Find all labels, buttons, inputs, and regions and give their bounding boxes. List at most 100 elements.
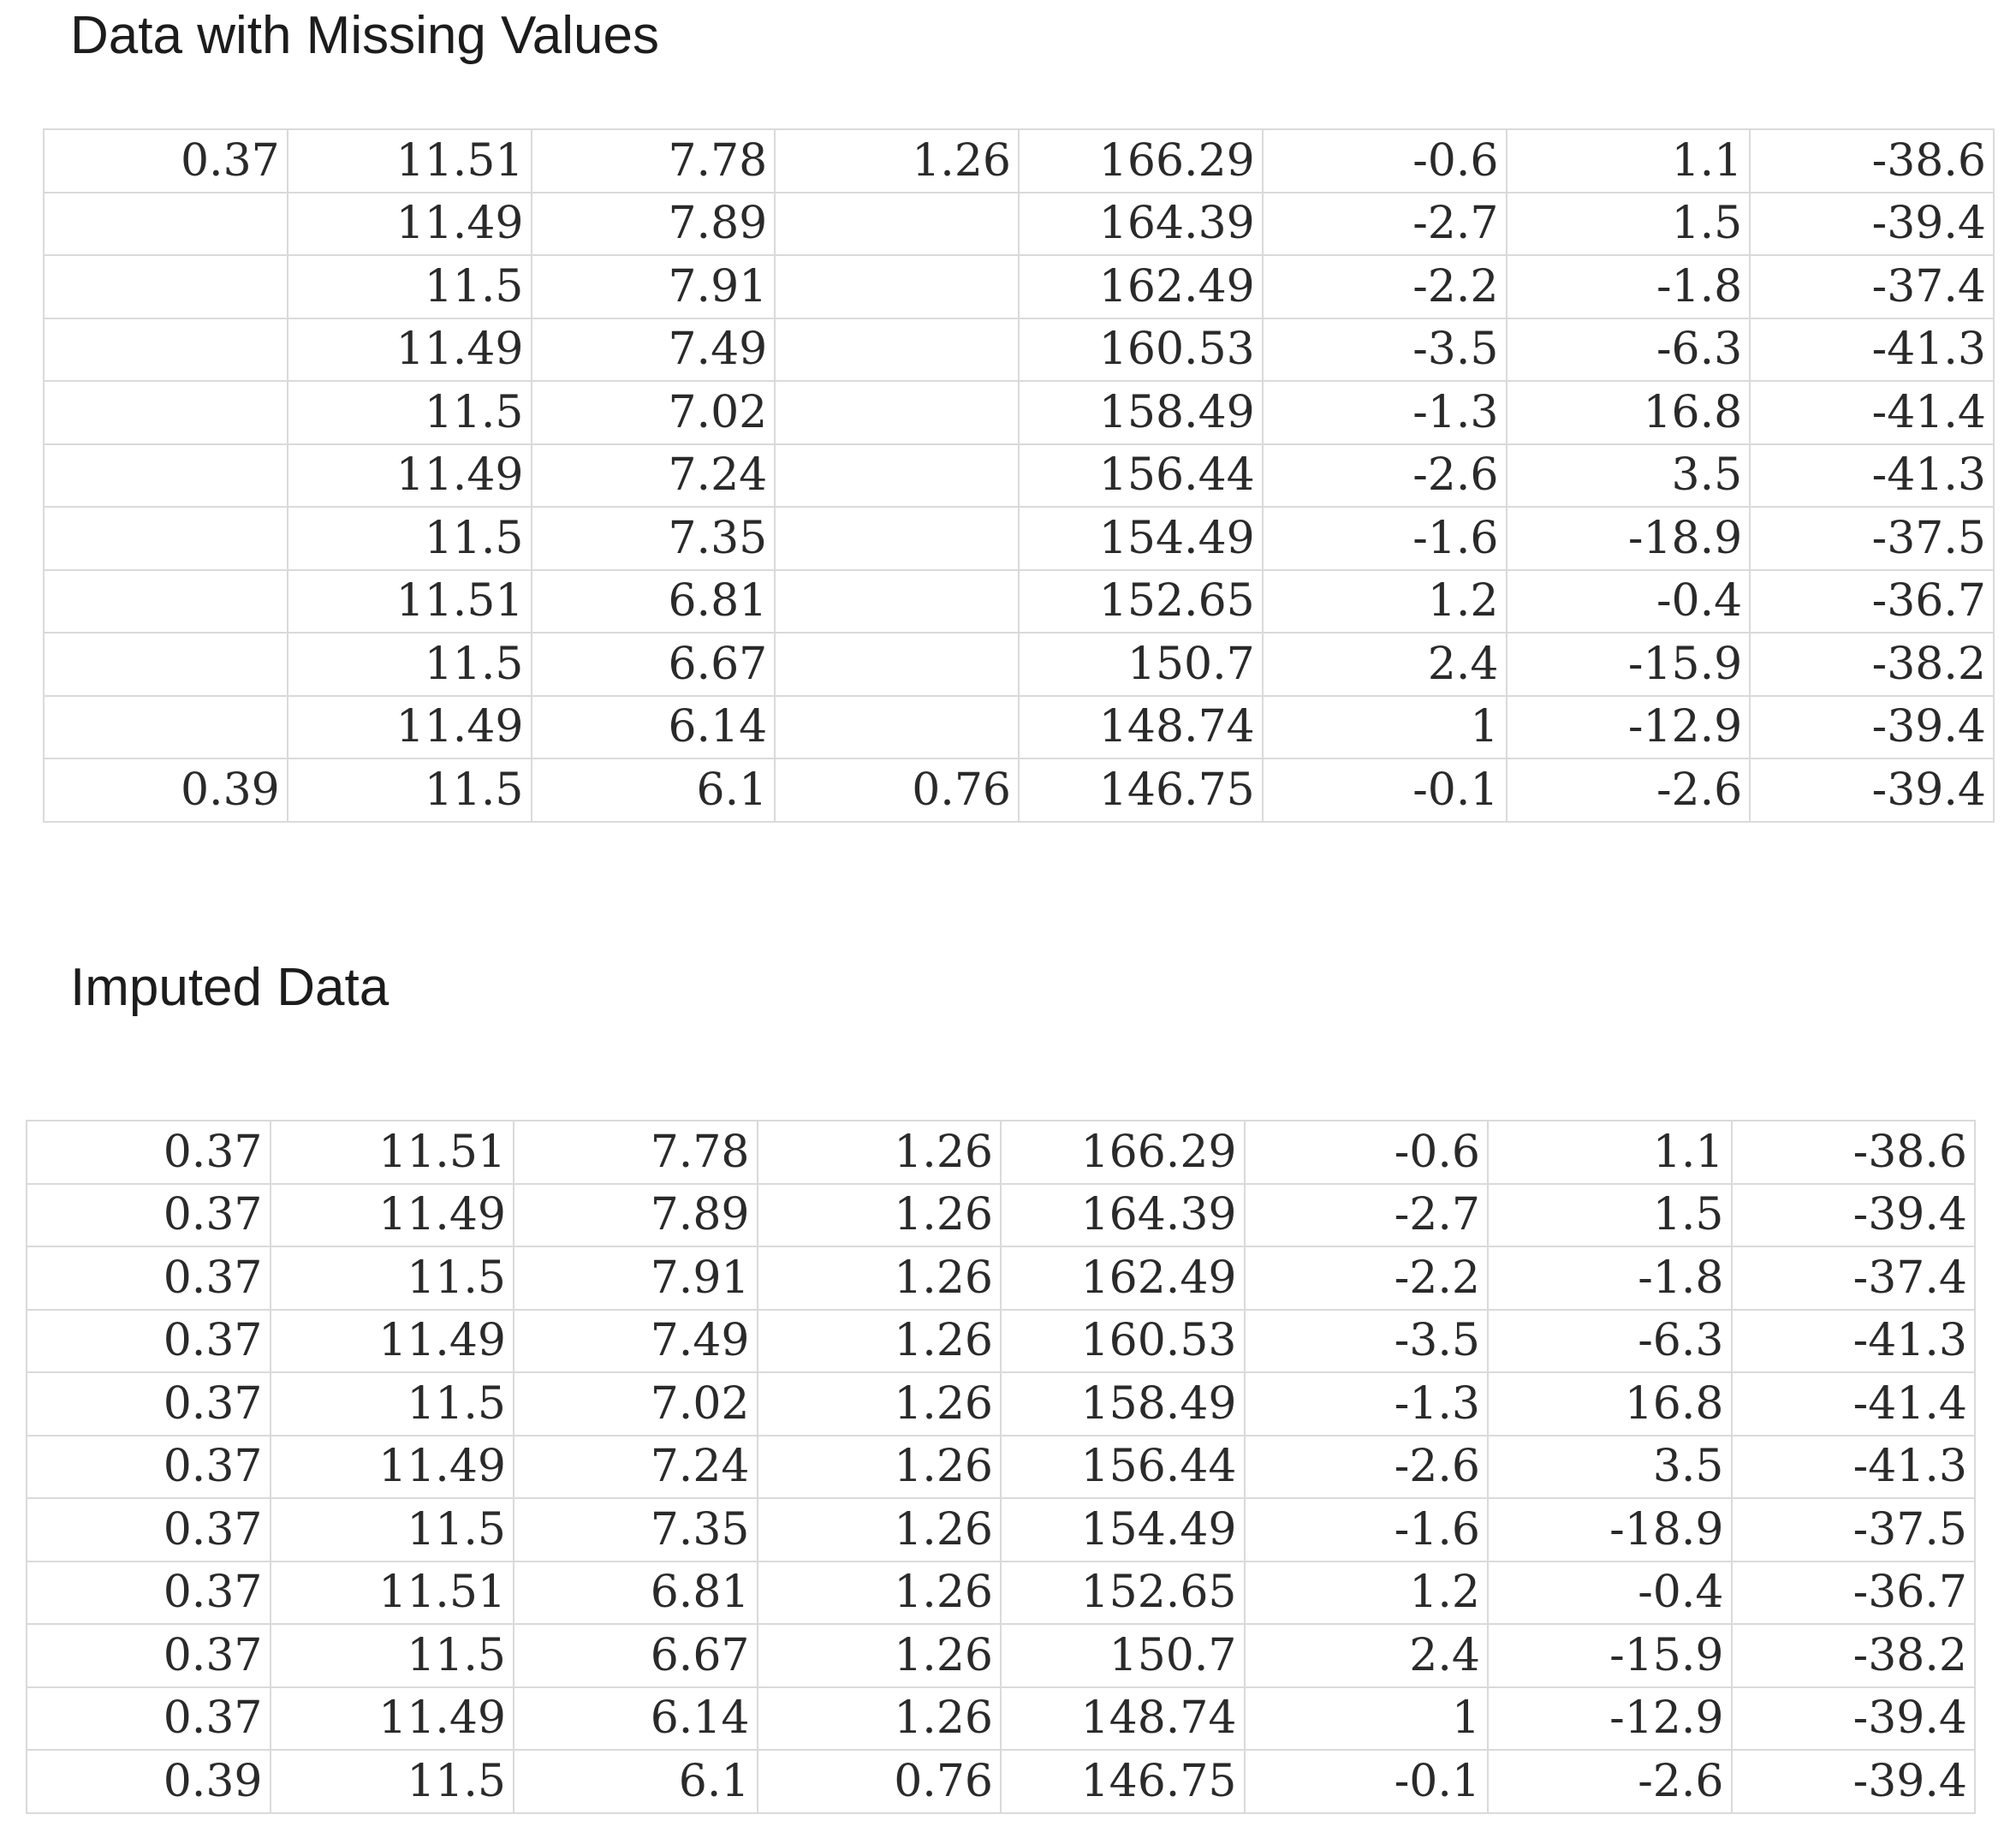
table-row: 11.49 6.14 148.74 1 -12.9 -39.4 [43, 694, 1995, 759]
table-cell: 7.89 [530, 191, 776, 256]
table-cell: -0.1 [1261, 758, 1508, 823]
table-cell: -2.6 [1243, 1434, 1489, 1499]
table-cell: -2.6 [1505, 758, 1751, 823]
table-cell [43, 506, 288, 571]
table-cell: 11.49 [269, 1434, 514, 1499]
table-cell [43, 254, 288, 319]
table-cell: 162.49 [1018, 254, 1264, 319]
table-cell: -2.6 [1487, 1749, 1733, 1814]
table-cell [774, 694, 1020, 759]
table-cell: 160.53 [1018, 317, 1264, 382]
imputed-data-title: Imputed Data [70, 958, 390, 1017]
table-cell [774, 317, 1020, 382]
table-cell: 1.2 [1243, 1560, 1489, 1625]
table-row: 0.37 11.49 6.14 1.26 148.74 1 -12.9 -39.4 [26, 1686, 1976, 1751]
table-cell: 16.8 [1505, 380, 1751, 445]
table-cell: 11.5 [286, 506, 532, 571]
table-cell: 156.44 [1000, 1434, 1246, 1499]
table-cell: 11.51 [269, 1120, 514, 1185]
table-cell: 2.4 [1261, 632, 1508, 697]
table-cell: 0.76 [756, 1749, 1002, 1814]
table-cell: -41.3 [1749, 443, 1995, 508]
table-cell: 148.74 [1000, 1686, 1246, 1751]
table-cell [43, 632, 288, 697]
table-cell: -41.4 [1730, 1371, 1976, 1436]
table-cell: 7.02 [530, 380, 776, 445]
table-cell: 1 [1261, 694, 1508, 759]
table-cell: 1.26 [756, 1497, 1002, 1562]
table-cell: 6.67 [513, 1623, 758, 1688]
table-cell [774, 443, 1020, 508]
table-cell: 0.37 [26, 1497, 271, 1562]
table-cell: 1.1 [1487, 1120, 1733, 1185]
missing-data-title: Data with Missing Values [70, 6, 660, 65]
table-cell: 11.5 [269, 1246, 514, 1311]
table-cell: 11.5 [286, 758, 532, 823]
table-cell: -36.7 [1749, 568, 1995, 633]
table-cell: 11.5 [269, 1749, 514, 1814]
table-cell: -1.6 [1261, 506, 1508, 571]
table-cell [774, 506, 1020, 571]
table-cell: -1.3 [1243, 1371, 1489, 1436]
table-cell: 1.26 [756, 1308, 1002, 1373]
table-cell: -37.4 [1730, 1246, 1976, 1311]
table-cell: 148.74 [1018, 694, 1264, 759]
table-cell: -39.4 [1749, 191, 1995, 256]
table-cell: 1.26 [756, 1182, 1002, 1247]
table-cell: -41.3 [1730, 1434, 1976, 1499]
table-cell [43, 380, 288, 445]
table-cell: -1.6 [1243, 1497, 1489, 1562]
table-cell: 11.51 [286, 568, 532, 633]
table-cell: 1.26 [756, 1120, 1002, 1185]
table-cell: 0.37 [26, 1434, 271, 1499]
table-cell [43, 694, 288, 759]
table-cell: 7.02 [513, 1371, 758, 1436]
table-cell: 152.65 [1018, 568, 1264, 633]
table-cell: 7.35 [530, 506, 776, 571]
table-cell: 146.75 [1018, 758, 1264, 823]
table-cell: -12.9 [1505, 694, 1751, 759]
table-cell: -0.4 [1505, 568, 1751, 633]
table-cell: -1.3 [1261, 380, 1508, 445]
table-cell: -36.7 [1730, 1560, 1976, 1625]
table-cell: 11.5 [269, 1371, 514, 1436]
table-cell: 11.49 [269, 1686, 514, 1751]
table-cell: 1.2 [1261, 568, 1508, 633]
table-cell: 7.78 [530, 128, 776, 193]
table-row: 0.37 11.49 7.24 1.26 156.44 -2.6 3.5 -41.3 [26, 1434, 1976, 1499]
table-cell: -41.3 [1730, 1308, 1976, 1373]
table-row: 0.37 11.49 7.49 1.26 160.53 -3.5 -6.3 -41.3 [26, 1308, 1976, 1373]
table-cell: 1.26 [756, 1246, 1002, 1311]
table-cell: 1.26 [756, 1434, 1002, 1499]
table-row: 0.37 11.5 7.91 1.26 162.49 -2.2 -1.8 -37.4 [26, 1246, 1976, 1311]
table-cell: -39.4 [1749, 758, 1995, 823]
table-cell: 11.5 [286, 254, 532, 319]
table-cell: 6.1 [530, 758, 776, 823]
table-cell: -0.1 [1243, 1749, 1489, 1814]
table-cell: -0.6 [1243, 1120, 1489, 1185]
table-cell: -41.3 [1749, 317, 1995, 382]
table-cell: 162.49 [1000, 1246, 1246, 1311]
table-cell: 16.8 [1487, 1371, 1733, 1436]
table-cell: -3.5 [1261, 317, 1508, 382]
table-cell: 7.24 [513, 1434, 758, 1499]
table-cell: -37.5 [1749, 506, 1995, 571]
table-cell: 11.49 [269, 1308, 514, 1373]
table-cell: -38.6 [1730, 1120, 1976, 1185]
table-cell: -1.8 [1505, 254, 1751, 319]
table-cell: 1.5 [1505, 191, 1751, 256]
table-cell: -18.9 [1487, 1497, 1733, 1562]
missing-data-table: 0.37 11.51 7.78 1.26 166.29 -0.6 1.1 -38.6 11.49… [43, 128, 1995, 823]
table-row: 11.5 7.02 158.49 -1.3 16.8 -41.4 [43, 380, 1995, 445]
table-cell: 0.37 [26, 1560, 271, 1625]
table-row: 11.49 7.49 160.53 -3.5 -6.3 -41.3 [43, 317, 1995, 382]
table-cell: 154.49 [1018, 506, 1264, 571]
table-cell: 1.26 [756, 1560, 1002, 1625]
table-cell: -6.3 [1487, 1308, 1733, 1373]
table-row: 11.49 7.24 156.44 -2.6 3.5 -41.3 [43, 443, 1995, 508]
table-cell: -15.9 [1505, 632, 1751, 697]
table-cell: 6.14 [530, 694, 776, 759]
table-cell: 11.49 [286, 443, 532, 508]
table-cell: -15.9 [1487, 1623, 1733, 1688]
table-cell: -41.4 [1749, 380, 1995, 445]
